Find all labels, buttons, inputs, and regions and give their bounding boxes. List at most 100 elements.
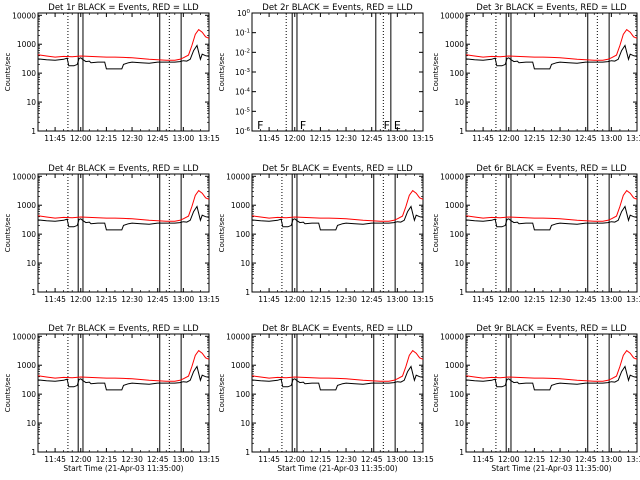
x-tick-label: 13:15 bbox=[198, 134, 220, 143]
y-tick-label: 1 bbox=[459, 288, 464, 297]
x-tick-label: 13:15 bbox=[412, 134, 434, 143]
x-tick-label: 13:15 bbox=[198, 455, 220, 464]
y-tick-label: 10000 bbox=[12, 172, 36, 181]
events-series-line bbox=[465, 44, 638, 70]
x-tick-label: 12:45 bbox=[361, 295, 383, 304]
detector-panel: Det 5r BLACK = Events, RED = LLD Counts/s… bbox=[218, 164, 434, 304]
y-tick-label: 10 bbox=[454, 419, 464, 428]
x-tick-label: 12:30 bbox=[121, 295, 143, 304]
y-tick-label: 10 bbox=[240, 259, 250, 268]
x-axis-label: Start Time (21-Apr-03 11:35:00) bbox=[491, 464, 611, 473]
x-tick-label: 12:45 bbox=[147, 295, 169, 304]
detector-panel: Det 8r BLACK = Events, RED = LLD Counts/s… bbox=[218, 324, 434, 473]
y-tick-label: 100 bbox=[22, 69, 37, 78]
y-tick-label: 1000 bbox=[17, 201, 36, 210]
x-tick-label: 11:45 bbox=[472, 134, 494, 143]
x-tick-label: 13:00 bbox=[387, 134, 409, 143]
y-tick-label: 10 bbox=[26, 98, 36, 107]
x-tick-label: 12:45 bbox=[575, 134, 597, 143]
y-tick-label: 10000 bbox=[440, 11, 464, 20]
x-tick-label: 12:45 bbox=[147, 134, 169, 143]
x-tick-label: 11:45 bbox=[258, 295, 280, 304]
panel-title: Det 7r BLACK = Events, RED = LLD bbox=[48, 324, 199, 334]
x-tick-label: 11:45 bbox=[472, 455, 494, 464]
y-tick-label: 10000 bbox=[226, 332, 250, 341]
y-tick-label: 1 bbox=[459, 127, 464, 136]
x-tick-label: 12:00 bbox=[284, 455, 306, 464]
y-axis-label: Counts/sec bbox=[432, 53, 440, 92]
x-tick-label: 13:15 bbox=[412, 295, 434, 304]
events-series-line bbox=[37, 44, 210, 70]
x-tick-label: 12:30 bbox=[335, 134, 357, 143]
y-tick-label: 1000 bbox=[231, 361, 250, 370]
y-tick-label: 1000 bbox=[17, 40, 36, 49]
x-tick-label: 12:00 bbox=[70, 134, 92, 143]
y-tick-label: 10-4 bbox=[235, 88, 251, 97]
y-tick-label: 10-3 bbox=[235, 68, 251, 77]
plot-frame bbox=[37, 173, 210, 293]
x-tick-label: 13:15 bbox=[198, 295, 220, 304]
lld-series-line bbox=[37, 28, 210, 61]
y-tick-label: 1000 bbox=[445, 361, 464, 370]
y-tick-label: 100 bbox=[236, 230, 251, 239]
x-tick-label: 12:30 bbox=[549, 455, 571, 464]
y-tick-label: 10-5 bbox=[235, 107, 251, 116]
x-tick-label: 13:00 bbox=[387, 455, 409, 464]
y-axis-label: Counts/sec bbox=[218, 53, 226, 92]
detector-panel: Det 4r BLACK = Events, RED = LLD Counts/s… bbox=[4, 164, 220, 304]
x-tick-label: 11:45 bbox=[258, 134, 280, 143]
y-tick-label: 100 bbox=[450, 69, 465, 78]
detector-panel: Det 6r BLACK = Events, RED = LLD Counts/s… bbox=[432, 164, 640, 304]
panel-title: Det 1r BLACK = Events, RED = LLD bbox=[48, 3, 199, 13]
y-tick-label: 1 bbox=[31, 448, 36, 457]
flag-letter: F bbox=[384, 119, 390, 132]
x-tick-label: 12:30 bbox=[121, 455, 143, 464]
y-axis-label: Counts/sec bbox=[4, 53, 12, 92]
events-series-line bbox=[37, 205, 210, 231]
x-tick-label: 12:45 bbox=[361, 455, 383, 464]
y-axis-label: Counts/sec bbox=[4, 374, 12, 413]
events-series-line bbox=[465, 365, 638, 391]
lld-series-line bbox=[465, 28, 638, 61]
y-tick-label: 10-2 bbox=[235, 48, 250, 57]
lld-series-line bbox=[251, 189, 424, 222]
x-tick-label: 12:15 bbox=[96, 134, 118, 143]
y-tick-label: 10 bbox=[26, 419, 36, 428]
panel-title: Det 5r BLACK = Events, RED = LLD bbox=[262, 164, 413, 174]
x-tick-label: 12:15 bbox=[310, 134, 332, 143]
panel-title: Det 8r BLACK = Events, RED = LLD bbox=[262, 324, 413, 334]
x-tick-label: 12:00 bbox=[498, 295, 520, 304]
panel-title: Det 4r BLACK = Events, RED = LLD bbox=[48, 164, 199, 174]
y-tick-label: 1000 bbox=[445, 40, 464, 49]
detector-panel: Det 1r BLACK = Events, RED = LLD Counts/s… bbox=[4, 3, 220, 143]
y-axis-label: Counts/sec bbox=[218, 374, 226, 413]
x-tick-label: 12:00 bbox=[284, 295, 306, 304]
detector-panel: Det 2r BLACK = Events, RED = LLD Counts/s… bbox=[218, 3, 434, 143]
x-tick-label: 13:15 bbox=[626, 134, 640, 143]
flag-letter: F bbox=[300, 119, 306, 132]
x-tick-label: 12:45 bbox=[361, 134, 383, 143]
x-tick-label: 13:00 bbox=[601, 295, 623, 304]
x-axis-label: Start Time (21-Apr-03 11:35:00) bbox=[63, 464, 183, 473]
y-axis-label: Counts/sec bbox=[218, 214, 226, 253]
x-tick-label: 13:15 bbox=[626, 455, 640, 464]
x-tick-label: 13:15 bbox=[412, 455, 434, 464]
y-tick-label: 10 bbox=[26, 259, 36, 268]
y-tick-label: 100 bbox=[450, 390, 465, 399]
y-tick-label: 10000 bbox=[440, 172, 464, 181]
y-tick-label: 1 bbox=[31, 288, 36, 297]
y-tick-label: 10-1 bbox=[235, 29, 250, 38]
x-tick-label: 13:15 bbox=[626, 295, 640, 304]
detector-panel: Det 7r BLACK = Events, RED = LLD Counts/s… bbox=[4, 324, 220, 473]
x-tick-label: 13:00 bbox=[173, 455, 195, 464]
x-tick-label: 12:45 bbox=[147, 455, 169, 464]
y-tick-label: 10000 bbox=[12, 332, 36, 341]
panel-title: Det 6r BLACK = Events, RED = LLD bbox=[476, 164, 627, 174]
plot-frame bbox=[465, 173, 638, 293]
y-tick-label: 1000 bbox=[17, 361, 36, 370]
x-tick-label: 12:15 bbox=[96, 455, 118, 464]
flag-letter: F bbox=[257, 119, 263, 132]
lld-series-line bbox=[465, 349, 638, 382]
y-tick-label: 1 bbox=[459, 448, 464, 457]
x-tick-label: 13:00 bbox=[601, 455, 623, 464]
